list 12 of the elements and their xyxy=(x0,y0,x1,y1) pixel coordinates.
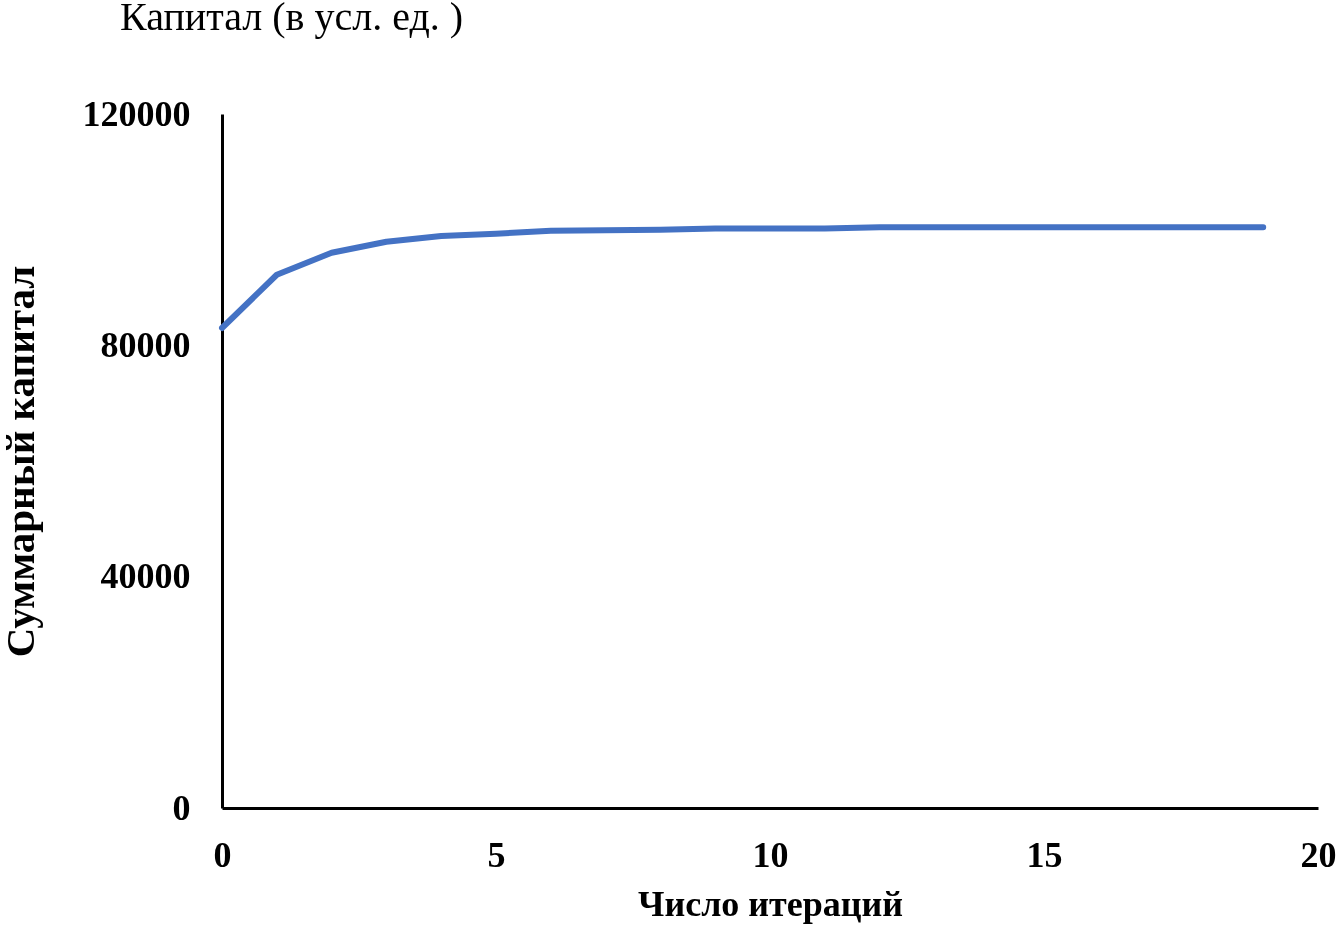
chart-title: Капитал (в усл. ед. ) xyxy=(120,0,464,39)
x-tick-label: 5 xyxy=(487,834,506,875)
y-tick-label: 40000 xyxy=(100,556,191,597)
x-axis-title: Число итераций xyxy=(638,883,903,924)
x-tick-label: 20 xyxy=(1300,834,1337,875)
y-tick-label: 80000 xyxy=(100,324,191,365)
x-tick-label: 10 xyxy=(752,834,789,875)
x-tick-label: 0 xyxy=(213,834,232,875)
y-tick-label: 120000 xyxy=(82,93,191,134)
x-tick-label: 15 xyxy=(1026,834,1063,875)
y-tick-label: 0 xyxy=(172,787,191,828)
y-axis-title: Суммарный капитал xyxy=(0,265,43,658)
